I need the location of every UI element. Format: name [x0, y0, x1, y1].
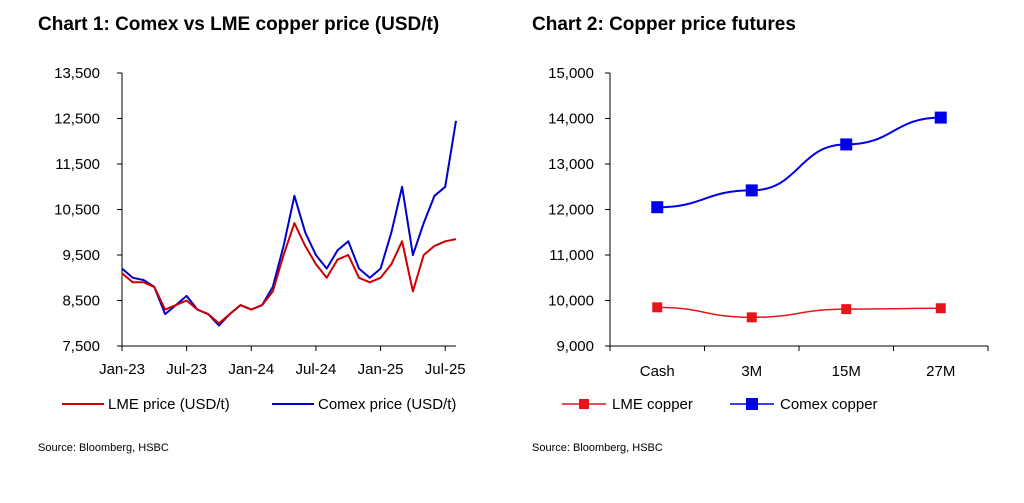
chart1-x-tick-label: Jul-24 [296, 361, 337, 378]
chart2-x-tick-label: Cash [640, 363, 675, 380]
chart2-y-tick-label: 12,000 [548, 202, 594, 219]
chart2-point-lme [841, 304, 852, 315]
chart2-series-comex-line [657, 116, 941, 209]
chart1-y-tick-label: 11,500 [55, 156, 100, 173]
chart1-y-tick-label: 13,500 [54, 65, 100, 82]
chart2-legend-label-lme: LME copper [612, 396, 693, 413]
chart2-legend-marker-comex [746, 398, 758, 410]
chart2-title: Chart 2: Copper price futures [532, 14, 796, 35]
chart2-x-tick-label: 3M [741, 363, 762, 380]
chart2-point-lme [935, 303, 946, 314]
chart2-x-tick-label: 27M [926, 363, 955, 380]
chart2-legend-label-comex: Comex copper [780, 396, 878, 413]
chart1-title: Chart 1: Comex vs LME copper price (USD/… [38, 14, 440, 35]
chart2-legend-marker-lme [579, 399, 589, 409]
chart2-point-lme [652, 302, 663, 313]
chart2-point-lme [746, 312, 757, 323]
chart2-point-comex [651, 201, 664, 214]
chart1-x-tick-label: Jul-23 [166, 361, 207, 378]
chart1-plot: 7,500 8,500 9,500 10,500 11,500 12,500 13,500 J… [54, 65, 466, 413]
chart1-x-tick-label: Jan-25 [358, 361, 404, 378]
chart1-y-tick-label: 7,500 [62, 338, 100, 355]
chart1-legend-label-comex: Comex price (USD/t) [318, 396, 456, 413]
chart2-y-tick-label: 10,000 [548, 293, 594, 310]
chart2-y-tick-label: 13,000 [548, 156, 594, 173]
chart2-y-tick-label: 15,000 [548, 65, 594, 82]
chart2-series-lme-line [657, 306, 941, 319]
chart1-x-tick-label: Jan-23 [99, 361, 145, 378]
chart1-y-tick-label: 9,500 [62, 247, 100, 264]
chart2-y-tick-label: 14,000 [548, 111, 594, 128]
chart2-source: Source: Bloomberg, HSBC [532, 442, 663, 454]
chart1-series-lme-line [121, 222, 457, 325]
chart1-y-tick-label: 10,500 [54, 202, 100, 219]
chart1-y-tick-label: 8,500 [62, 293, 100, 310]
chart2-y-tick-label: 9,000 [556, 338, 594, 355]
chart1-y-tick-label: 12,500 [54, 111, 100, 128]
chart1-series-comex-line [121, 120, 457, 327]
chart2-point-comex [934, 111, 947, 124]
chart1-x-tick-label: Jan-24 [228, 361, 274, 378]
chart2-x-tick-label: 15M [832, 363, 861, 380]
chart2-point-comex [745, 184, 758, 197]
chart2-point-comex [840, 138, 853, 151]
chart1-source: Source: Bloomberg, HSBC [38, 442, 169, 454]
chart2-y-tick-label: 11,000 [549, 247, 594, 264]
chart1-x-tick-label: Jul-25 [425, 361, 466, 378]
chart1-legend-label-lme: LME price (USD/t) [108, 396, 230, 413]
